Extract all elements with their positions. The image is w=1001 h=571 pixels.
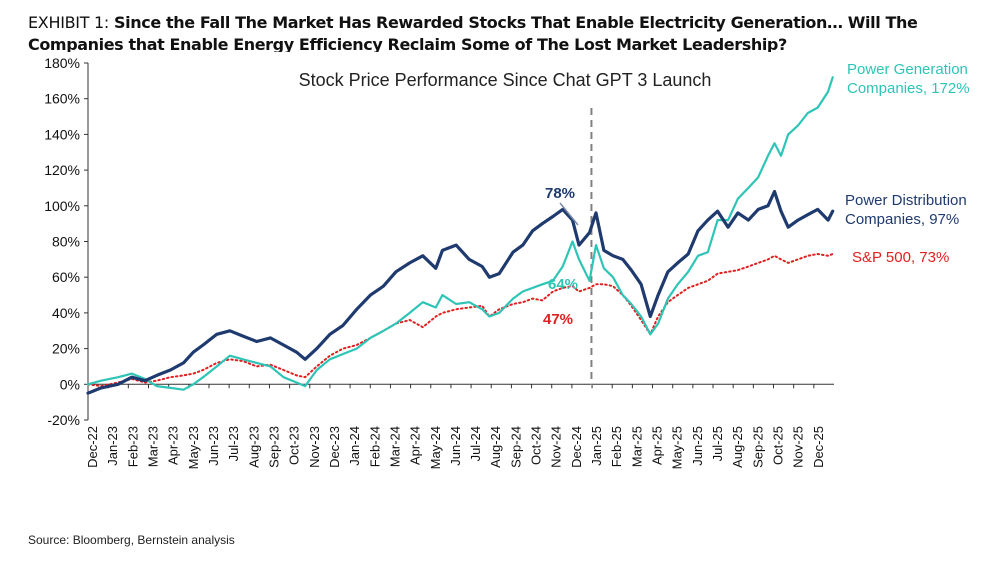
- x-tick-label: Aug-24: [488, 426, 503, 468]
- line-chart: -20% 0% 20% 40% 60% 80% 100% 120% 140% 160% 180% De…: [44, 55, 970, 469]
- x-tick-label: Oct-23: [287, 426, 302, 465]
- chart-title: Stock Price Performance Since Chat GPT 3…: [299, 70, 712, 90]
- x-tick-label: Jan-25: [589, 426, 604, 466]
- x-tick-label: Nov-23: [307, 426, 322, 468]
- x-tick-label: Sep-23: [266, 426, 281, 468]
- exhibit-title-part-1: Since the Fall The Market Has Rewarded S…: [114, 13, 918, 32]
- power-generation-companies-end-label: Power Generation: [847, 61, 968, 78]
- x-tick-label: Jun-23: [206, 426, 221, 466]
- y-tick-label: 40%: [52, 305, 80, 321]
- exhibit-title-line-2: Companies that Enable Energy Efficiency …: [28, 35, 787, 52]
- x-tick-label: Dec-23: [327, 426, 342, 468]
- x-tick-label: Jan-24: [347, 426, 362, 466]
- x-tick-label: May-25: [670, 426, 685, 469]
- y-tick-label: -20%: [47, 412, 80, 428]
- x-tick-label: Dec-25: [811, 426, 826, 468]
- x-tick-label: Dec-22: [85, 426, 100, 468]
- power-distribution-companies-end-label: Power Distribution: [845, 192, 967, 209]
- s-p-500-line: [87, 253, 834, 388]
- x-tick-label: Jul-24: [468, 426, 483, 461]
- y-tick-label: 20%: [52, 341, 80, 357]
- x-tick-label: Apr-23: [166, 426, 181, 465]
- x-tick-label: Apr-25: [650, 426, 665, 465]
- x-tick-label: Nov-25: [791, 426, 806, 468]
- power-generation-companies-line: [86, 76, 834, 391]
- source-note: Source: Bloomberg, Bernstein analysis: [28, 533, 235, 547]
- x-tick-label: Mar-23: [145, 426, 160, 467]
- y-tick-label: 0%: [60, 376, 80, 392]
- power-distribution-companies-line: [86, 189, 835, 395]
- x-tick-label: Dec-24: [569, 426, 584, 468]
- x-tick-label: Aug-25: [730, 426, 745, 468]
- x-tick-label: Sep-25: [750, 426, 765, 468]
- x-tick-label: Oct-24: [529, 426, 544, 465]
- exhibit-header: EXHIBIT 1: Since the Fall The Market Has…: [28, 12, 988, 52]
- x-tick-label: Jul-25: [710, 426, 725, 461]
- y-tick-label: 60%: [52, 269, 80, 285]
- x-tick-label: Nov-24: [549, 426, 564, 468]
- x-tick-label: Apr-24: [408, 426, 423, 465]
- s-p-500-end-label: S&P 500, 73%: [852, 249, 949, 266]
- x-tick-label: Oct-25: [771, 426, 786, 465]
- y-tick-label: 120%: [44, 162, 80, 178]
- x-tick-label: Mar-24: [387, 426, 402, 467]
- x-tick-label: Jun-25: [690, 426, 705, 466]
- x-tick-label: May-23: [186, 426, 201, 469]
- annotation-label: 47%: [543, 311, 573, 328]
- y-tick-label: 160%: [44, 91, 80, 107]
- y-tick-label: 140%: [44, 126, 80, 142]
- x-tick-label: Mar-25: [629, 426, 644, 467]
- annotation-label: 64%: [548, 276, 578, 293]
- y-tick-label: 180%: [44, 55, 80, 71]
- y-tick-label: 80%: [52, 234, 80, 250]
- x-tick-label: Feb-25: [609, 426, 624, 467]
- x-tick-label: Sep-24: [508, 426, 523, 468]
- annotation-label: 78%: [545, 185, 575, 202]
- x-tick-label: Aug-23: [246, 426, 261, 468]
- x-tick-label: Jul-23: [226, 426, 241, 461]
- x-tick-label: Feb-24: [367, 426, 382, 467]
- exhibit-title-line-1: EXHIBIT 1: Since the Fall The Market Has…: [28, 12, 988, 34]
- annotation-connector: [559, 202, 579, 226]
- exhibit-tag: EXHIBIT 1:: [28, 13, 109, 32]
- x-tick-label: Jan-23: [105, 426, 120, 466]
- power-distribution-companies-end-label-line-2: Companies, 97%: [845, 211, 959, 228]
- power-generation-companies-end-label-line-2: Companies, 172%: [847, 80, 970, 97]
- y-tick-label: 100%: [44, 198, 80, 214]
- x-tick-label: Jun-24: [448, 426, 463, 466]
- x-tick-label: Feb-23: [125, 426, 140, 467]
- x-tick-label: May-24: [428, 426, 443, 469]
